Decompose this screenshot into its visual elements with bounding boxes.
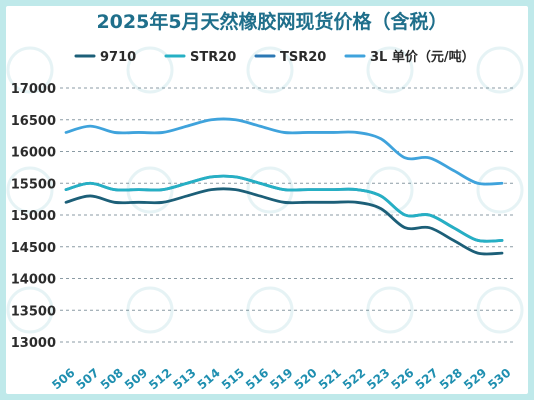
x-tick-label: 508 (98, 366, 126, 393)
x-tick-label: 522 (340, 366, 368, 393)
watermark-logo (366, 46, 414, 94)
x-axis: 5065075085095125135145155165195205215225… (49, 366, 513, 393)
watermark-logo (476, 46, 524, 94)
x-tick-label: 528 (437, 366, 465, 393)
x-tick-label: 507 (74, 366, 102, 393)
chart-title: 2025年5月天然橡胶网现货价格（含税） (96, 10, 447, 33)
watermark-logo (6, 166, 54, 214)
x-tick-label: 506 (49, 366, 77, 393)
y-tick-label: 15500 (11, 177, 56, 192)
x-tick-label: 515 (219, 366, 247, 393)
y-tick-label: 13000 (11, 336, 56, 351)
x-tick-label: 523 (364, 366, 392, 393)
watermark-logo (366, 166, 414, 214)
y-tick-label: 14500 (11, 241, 56, 256)
x-tick-label: 529 (461, 366, 489, 393)
x-tick-label: 520 (292, 366, 320, 393)
watermark-logo (6, 286, 54, 334)
legend-label: 9710 (100, 50, 136, 65)
x-tick-label: 514 (195, 366, 223, 393)
x-tick-label: 526 (388, 366, 416, 393)
series-line-1 (64, 174, 504, 243)
series-line-0 (64, 187, 504, 256)
x-tick-label: 521 (316, 366, 344, 393)
y-tick-label: 16000 (11, 146, 56, 161)
gridlines (60, 87, 516, 343)
watermark-logo (126, 46, 174, 94)
x-tick-label: 513 (170, 366, 198, 393)
legend-label: 3L 单价（元/吨） (370, 49, 475, 65)
x-tick-label: 530 (485, 366, 513, 393)
y-axis: 13000 13500 14000 14500 15000 15500 16000 16500… (11, 82, 56, 351)
watermark-logo (476, 166, 524, 214)
series-lines (64, 117, 504, 256)
y-tick-label: 13500 (11, 304, 56, 319)
legend-label: TSR20 (280, 50, 326, 65)
watermark-logo (6, 46, 54, 94)
legend: 9710 STR20 TSR20 3L 单价（元/吨） (74, 49, 475, 65)
x-tick-label: 512 (146, 366, 174, 393)
series-line-3 (64, 117, 504, 186)
watermark-layer (6, 46, 524, 334)
x-tick-label: 509 (122, 366, 150, 393)
y-tick-label: 15000 (11, 209, 56, 224)
x-tick-label: 519 (267, 366, 295, 393)
y-tick-label: 16500 (11, 114, 56, 129)
y-tick-label: 14000 (11, 273, 56, 288)
x-tick-label: 516 (243, 366, 271, 393)
watermark-logo (246, 46, 294, 94)
x-tick-label: 527 (413, 366, 441, 393)
y-tick-label: 17000 (11, 82, 56, 97)
watermark-logo (476, 286, 524, 334)
legend-label: STR20 (190, 50, 236, 65)
